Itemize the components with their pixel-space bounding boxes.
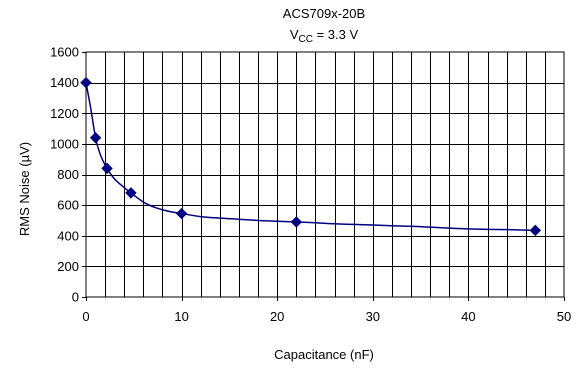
y-tick-label: 1600 xyxy=(50,45,79,60)
y-axis-label: RMS Noise (µV) xyxy=(17,142,32,236)
data-point-marker xyxy=(125,187,137,199)
data-point-marker xyxy=(80,76,92,89)
y-tick-label: 1200 xyxy=(50,106,79,121)
grid xyxy=(86,52,564,297)
chart-subtitle: VCC = 3.3 V xyxy=(290,27,359,45)
y-tick-label: 200 xyxy=(57,259,79,274)
x-tick-label: 40 xyxy=(461,309,475,324)
y-tick-label: 600 xyxy=(57,198,79,213)
data-point-marker xyxy=(175,207,188,220)
x-tick-label: 30 xyxy=(366,309,380,324)
series-line xyxy=(85,82,536,232)
y-tick-label: 0 xyxy=(72,290,79,305)
data-point-marker xyxy=(529,224,542,237)
x-tick-label: 10 xyxy=(174,309,188,324)
chart-title-group: ACS709x-20B VCC = 3.3 V xyxy=(283,6,365,45)
data-markers xyxy=(80,76,542,237)
x-tick-label: 0 xyxy=(82,309,89,324)
plot-frame xyxy=(85,51,565,298)
y-tick-label: 400 xyxy=(57,228,79,243)
chart-title: ACS709x-20B xyxy=(283,6,365,21)
data-point-marker xyxy=(89,132,102,144)
y-tick-label: 1000 xyxy=(50,136,79,151)
x-tick-label: 20 xyxy=(270,309,284,324)
y-tick-label: 1400 xyxy=(50,75,79,90)
x-tick-label: 50 xyxy=(557,309,571,324)
data-point-marker xyxy=(101,162,113,175)
data-point-marker xyxy=(290,216,303,228)
y-tick-label: 800 xyxy=(57,167,79,182)
x-axis-label: Capacitance (nF) xyxy=(274,347,374,362)
axis-ticks: 0 200 400 600 800 1000 1200 1400 1600 0 10 20 30 40 50 xyxy=(50,45,571,325)
